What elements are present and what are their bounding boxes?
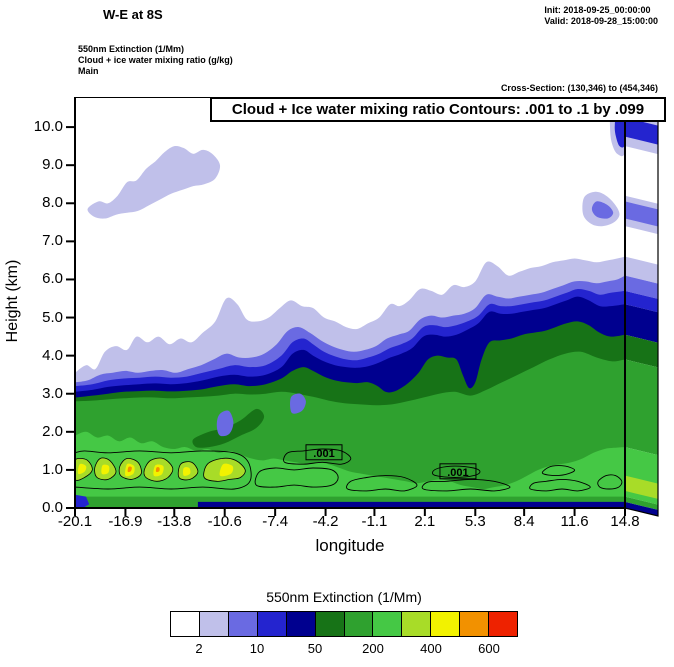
colorbar-cell: [343, 612, 373, 636]
colorbar-tick-label: 200: [362, 641, 384, 656]
fill-contour-region: [614, 113, 625, 148]
plot-area: .001 .001: [65, 96, 660, 527]
x-tick-label: 5.3: [464, 513, 486, 530]
contour-note-box: Cloud + Ice water mixing ratio Contours:…: [210, 97, 666, 122]
side-face-band: [625, 496, 658, 510]
colorbar-tick-label: 50: [307, 641, 323, 656]
colorbar-cell: [256, 612, 286, 636]
y-tick-label: 3.0: [42, 384, 63, 402]
field-line-3: Main: [78, 66, 99, 76]
fill-contour-region: [87, 145, 221, 219]
fill-contour-region: [216, 410, 234, 437]
colorbar-cell: [198, 612, 228, 636]
x-tick-label: -16.9: [108, 513, 143, 530]
fill-contour-region: [77, 463, 87, 475]
contour-line: [283, 448, 352, 465]
contour-line: [75, 450, 252, 490]
contour-line: [346, 475, 418, 492]
side-face-band: [625, 501, 658, 516]
contour-label-box: [439, 463, 477, 480]
contour-line: [597, 474, 623, 490]
init-valid-block: Init: 2018-09-25_00:00:00 Valid: 2018-09…: [544, 5, 658, 27]
field-line-1: 550nm Extinction (1/Mm): [78, 44, 185, 54]
colorbar-cell: [227, 612, 257, 636]
x-tick-label: 14.8: [610, 513, 640, 530]
colorbar-cell: [314, 612, 344, 636]
x-tick-label: -7.4: [262, 513, 289, 530]
colorbar-cell: [372, 612, 402, 636]
fill-contour-region: [75, 494, 90, 508]
side-face-band: [625, 290, 658, 313]
fill-contour-region: [101, 464, 110, 475]
contour-line: [541, 465, 576, 477]
side-face-band: [625, 201, 658, 227]
x-tick-label: -1.1: [361, 513, 388, 530]
y-tick-label: 8.0: [42, 194, 63, 212]
y-tick-label: 5.0: [42, 308, 63, 326]
fill-contour-region: [127, 466, 132, 473]
y-tick-label: 0.0: [42, 499, 63, 516]
side-face-band: [625, 475, 658, 499]
contour-label-box: [305, 444, 343, 461]
side-face-band: [625, 334, 658, 368]
side-face-band: [625, 117, 658, 145]
init-time: Init: 2018-09-25_00:00:00: [544, 5, 651, 15]
colorbar-cell: [459, 612, 489, 636]
contour-plot-canvas: .001 .001: [66, 96, 659, 517]
y-tick-label: 7.0: [42, 232, 63, 250]
colorbar-title: 550nm Extinction (1/Mm): [266, 589, 422, 605]
contour-label-text: .001: [313, 448, 334, 460]
contour-line: [421, 478, 511, 492]
y-tick-label: 10.0: [33, 118, 63, 136]
fill-contour-region: [591, 201, 614, 219]
y-tick-label: 2.0: [42, 422, 63, 440]
colorbar-tick-label: 10: [249, 641, 265, 656]
x-tick-label: 8.4: [513, 513, 535, 530]
colorbar-cell: [488, 612, 518, 636]
contour-label-text: .001: [447, 467, 468, 479]
x-tick-label: -4.2: [312, 513, 339, 530]
side-face-band: [625, 275, 658, 299]
colorbar-cell: [430, 612, 460, 636]
cross-section-label: Cross-Section: (130,346) to (454,346): [500, 83, 658, 93]
valid-time: Valid: 2018-09-28_15:00:00: [544, 16, 658, 26]
fill-contour-region: [182, 467, 191, 476]
page-title: W-E at 8S: [103, 7, 163, 22]
fill-contour-region: [197, 501, 625, 508]
field-description-block: 550nm Extinction (1/Mm) Cloud + ice wate…: [78, 44, 233, 77]
y-tick-label: 6.0: [42, 270, 63, 288]
colorbar-cell: [285, 612, 315, 636]
fill-contour-region: [219, 463, 234, 477]
side-face-band: [625, 304, 658, 343]
side-face: [624, 96, 659, 517]
side-face-band: [625, 359, 658, 456]
field-line-2: Cloud + ice water mixing ratio (g/kg): [78, 55, 233, 65]
x-tick-label: -10.6: [207, 513, 242, 530]
colorbar-cell: [401, 612, 431, 636]
fill-contour-region: [290, 393, 306, 414]
side-face-band: [625, 256, 658, 284]
y-tick-label: 1.0: [42, 460, 63, 478]
contour-line: [432, 465, 481, 478]
colorbar-tick-label: 2: [195, 641, 203, 656]
contour-line: [529, 478, 591, 492]
x-tick-label: -13.8: [157, 513, 192, 530]
contour-field: [75, 97, 625, 508]
x-axis-title: longitude: [315, 536, 385, 555]
fill-contour-region: [155, 467, 160, 473]
y-tick-label: 9.0: [42, 156, 63, 174]
colorbar-tick-label: 600: [478, 641, 500, 656]
colorbar-cell: [171, 612, 199, 636]
colorbar: [170, 611, 518, 637]
x-tick-label: 2.1: [414, 513, 436, 530]
colorbar-tick-label: 400: [420, 641, 442, 656]
x-tick-label: -20.1: [57, 513, 93, 530]
x-tick-label: 11.6: [560, 513, 589, 530]
contour-line: [254, 467, 339, 488]
y-tick-label: 4.0: [42, 346, 63, 364]
